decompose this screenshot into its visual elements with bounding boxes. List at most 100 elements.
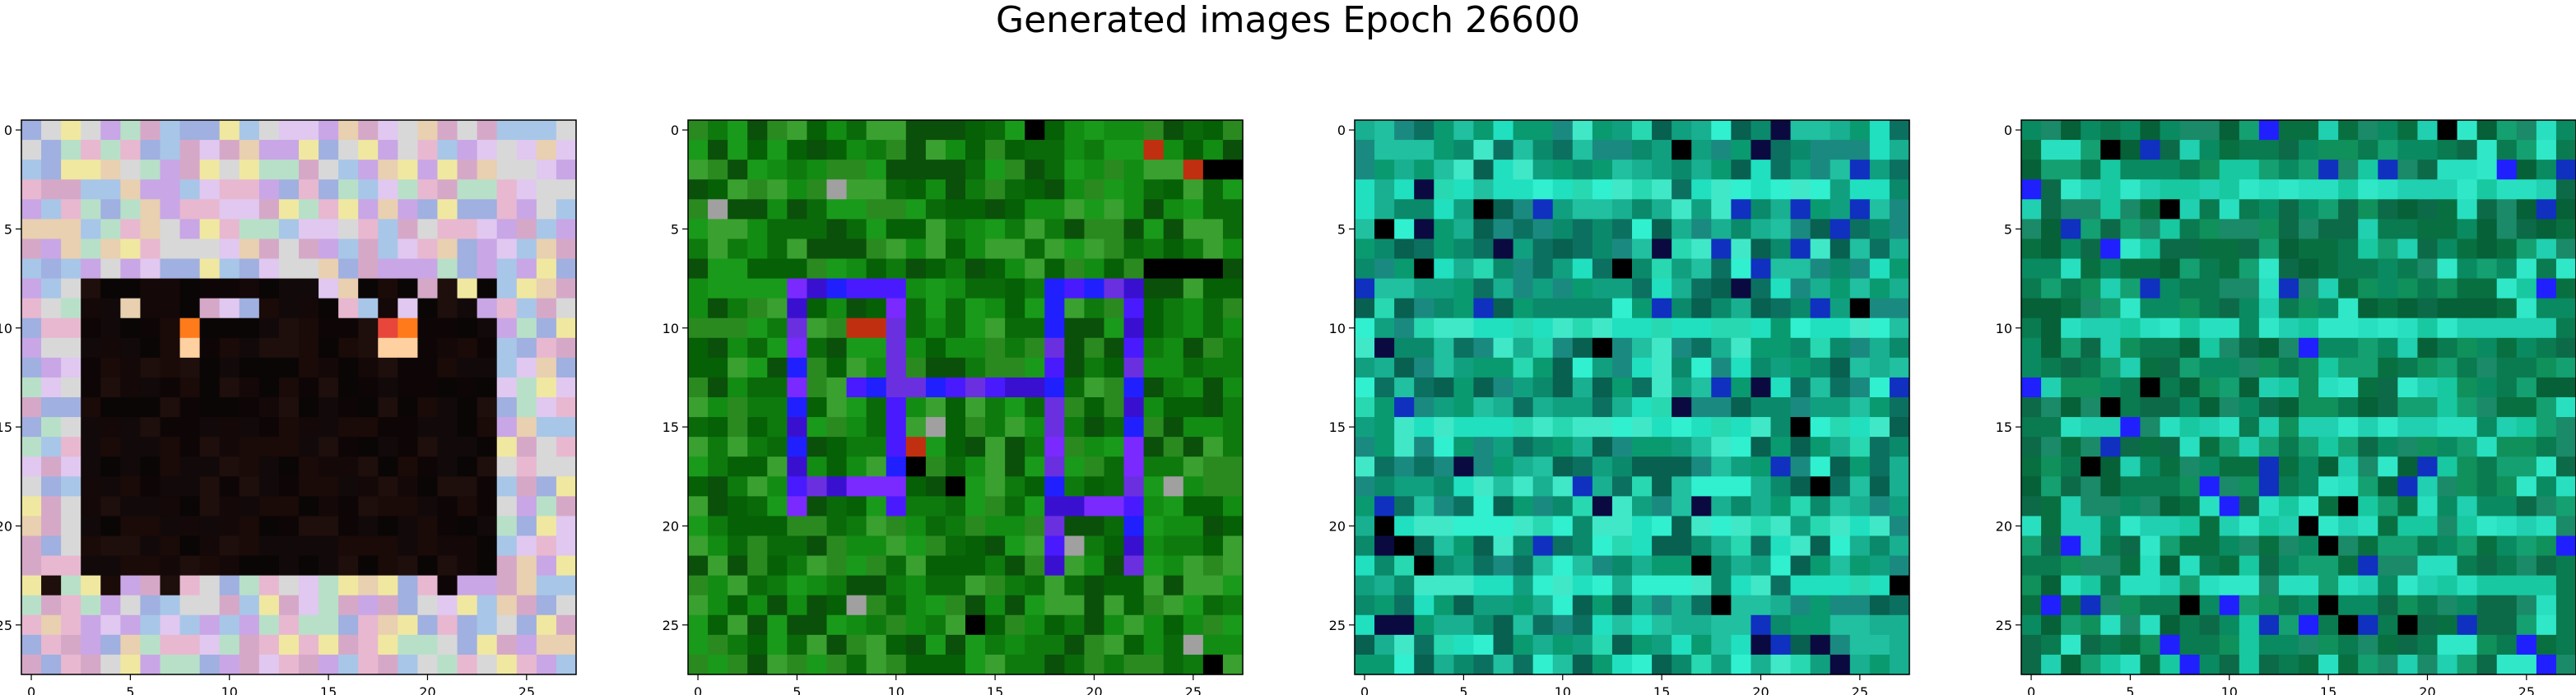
pixel xyxy=(1064,496,1086,517)
pixel xyxy=(1084,199,1105,220)
pixel xyxy=(728,437,748,457)
pixel xyxy=(1104,417,1125,438)
pixel xyxy=(2358,179,2378,200)
pixel xyxy=(886,456,907,477)
pixel xyxy=(160,278,181,299)
pixel xyxy=(2100,535,2121,557)
pixel xyxy=(2258,120,2280,141)
pixel xyxy=(1163,575,1184,596)
pixel xyxy=(886,317,907,339)
pixel xyxy=(2476,337,2498,359)
pixel xyxy=(2258,437,2280,457)
pixel xyxy=(886,140,907,160)
pixel xyxy=(807,317,828,339)
pixel xyxy=(2061,239,2081,260)
pixel xyxy=(2140,317,2161,339)
pixel xyxy=(1084,417,1105,438)
pixel xyxy=(258,437,280,457)
pixel xyxy=(258,575,280,596)
pixel xyxy=(2299,160,2319,180)
pixel xyxy=(1104,377,1125,398)
pixel xyxy=(358,179,379,200)
pixel xyxy=(2299,496,2319,517)
pixel xyxy=(556,496,577,517)
pixel xyxy=(1025,476,1045,497)
pixel xyxy=(338,278,359,299)
pixel xyxy=(1202,654,1224,675)
pixel xyxy=(81,417,101,438)
pixel xyxy=(708,476,728,497)
pixel xyxy=(278,555,300,577)
pixel xyxy=(21,456,42,477)
pixel xyxy=(2378,179,2398,200)
pixel xyxy=(807,595,828,616)
pixel xyxy=(437,555,458,577)
pixel xyxy=(41,317,62,339)
pixel xyxy=(2378,417,2398,438)
pixel xyxy=(2258,535,2280,557)
pixel xyxy=(199,456,221,477)
pixel xyxy=(516,496,537,517)
pixel xyxy=(985,397,1006,418)
pixel xyxy=(358,357,379,378)
pixel xyxy=(2179,496,2201,517)
pixel xyxy=(708,337,728,359)
pixel xyxy=(1104,397,1125,418)
pixel xyxy=(2140,219,2161,240)
pixel xyxy=(2457,397,2478,418)
pixel xyxy=(985,654,1006,675)
pixel xyxy=(2140,377,2161,398)
pixel xyxy=(516,357,537,378)
pixel xyxy=(2358,476,2378,497)
pixel xyxy=(2239,614,2260,636)
pixel xyxy=(2417,140,2439,160)
pixel xyxy=(2555,337,2576,359)
pixel xyxy=(1202,298,1224,319)
pixel xyxy=(219,199,240,220)
pixel xyxy=(1143,298,1165,319)
pixel xyxy=(536,417,557,438)
y-tick-label: 15 xyxy=(663,419,679,435)
pixel xyxy=(239,140,260,160)
pixel xyxy=(120,417,142,438)
pixel xyxy=(1005,456,1025,477)
pixel xyxy=(787,317,808,339)
pixel xyxy=(2318,634,2339,656)
pixel xyxy=(2258,258,2280,280)
pixel xyxy=(2555,357,2576,378)
pixel xyxy=(120,120,142,141)
pixel xyxy=(1025,614,1045,636)
pixel xyxy=(787,337,808,359)
pixel xyxy=(100,476,121,497)
pixel xyxy=(1183,575,1204,596)
pixel xyxy=(886,575,907,596)
pixel xyxy=(2476,140,2498,160)
pixel xyxy=(2021,654,2042,675)
pixel xyxy=(1025,575,1045,596)
pixel xyxy=(1183,298,1204,319)
pixel xyxy=(965,179,986,200)
pixel xyxy=(496,654,518,675)
pixel xyxy=(2120,575,2141,596)
pixel xyxy=(767,516,788,537)
pixel xyxy=(886,417,907,438)
pixel xyxy=(2476,595,2498,616)
pixel xyxy=(2536,535,2557,557)
pixel xyxy=(239,397,260,418)
pixel xyxy=(2378,535,2398,557)
pixel xyxy=(1163,397,1184,418)
pixel xyxy=(2476,179,2498,200)
pixel xyxy=(258,298,280,319)
pixel xyxy=(2457,199,2478,220)
pixel xyxy=(2397,417,2419,438)
pixel xyxy=(338,357,359,378)
pixel xyxy=(2496,437,2518,457)
pixel xyxy=(278,219,300,240)
pixel xyxy=(536,337,557,359)
pixel xyxy=(807,278,828,299)
pixel xyxy=(2437,258,2458,280)
pixel xyxy=(258,654,280,675)
pixel xyxy=(866,219,887,240)
pixel xyxy=(2120,258,2141,280)
pixel xyxy=(866,397,887,418)
